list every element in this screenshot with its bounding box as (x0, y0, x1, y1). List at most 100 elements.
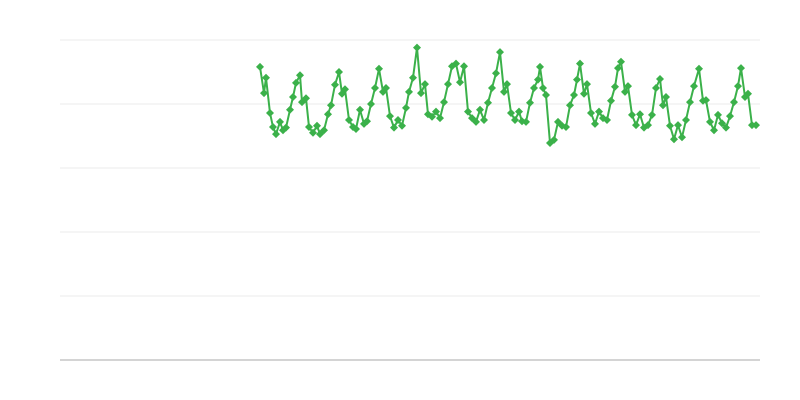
data-point (289, 92, 297, 101)
data-point (496, 48, 504, 57)
data-point (678, 133, 686, 142)
data-point (550, 135, 558, 144)
data-point (327, 101, 335, 110)
data-point (272, 130, 280, 139)
data-point (562, 123, 570, 132)
data-point (591, 119, 599, 128)
data-point (436, 114, 444, 123)
data-point (386, 112, 394, 121)
data-point (737, 64, 745, 73)
data-point (542, 91, 550, 100)
data-point (440, 98, 448, 107)
data-point (363, 117, 371, 126)
data-point (534, 75, 542, 84)
data-point (331, 80, 339, 89)
data-point (570, 91, 578, 100)
data-point (682, 116, 690, 124)
data-point (448, 62, 456, 71)
data-point (394, 116, 402, 124)
data-point (576, 59, 584, 68)
data-point (390, 123, 398, 132)
data-point (282, 123, 290, 132)
data-point (530, 84, 538, 92)
data-point (624, 82, 632, 91)
data-point (632, 121, 640, 130)
data-point (611, 82, 619, 91)
data-point (296, 71, 304, 80)
data-point (480, 116, 488, 124)
data-point (714, 110, 722, 119)
data-point (690, 82, 698, 91)
data-point (583, 80, 591, 89)
data-point (686, 98, 694, 107)
data-point (276, 117, 284, 126)
data-point (706, 117, 714, 126)
data-point (262, 73, 270, 82)
data-point (371, 84, 379, 92)
data-point (644, 121, 652, 130)
data-point (286, 105, 294, 114)
data-point (324, 110, 332, 119)
data-point (507, 108, 515, 117)
data-point (603, 116, 611, 124)
data-point (444, 80, 452, 89)
data-point (652, 84, 660, 92)
data-point (313, 121, 321, 130)
data-point (456, 78, 464, 87)
data-point (539, 84, 547, 92)
data-point (302, 94, 310, 103)
data-point (648, 110, 656, 119)
data-point (617, 57, 625, 66)
data-point (356, 105, 364, 114)
data-point (718, 119, 726, 128)
data-point (522, 117, 530, 126)
data-point (341, 85, 349, 94)
data-point (413, 43, 421, 52)
data-point (428, 112, 436, 121)
data-point (744, 89, 752, 98)
data-point (335, 68, 343, 76)
data-point (636, 110, 644, 119)
data-point (500, 87, 508, 96)
data-point (695, 64, 703, 73)
data-point (492, 69, 500, 78)
data-point (722, 123, 730, 132)
data-point (526, 98, 534, 107)
data-point (614, 64, 622, 73)
data-point (488, 84, 496, 92)
data-point (515, 107, 523, 116)
data-point (402, 103, 410, 112)
data-point (726, 112, 734, 121)
data-point (398, 121, 406, 130)
data-point (674, 121, 682, 130)
data-point (432, 107, 440, 116)
data-point (702, 96, 710, 105)
data-point (670, 135, 678, 144)
data-point (309, 128, 317, 137)
data-point (628, 110, 636, 119)
data-point (595, 107, 603, 116)
data-point (269, 123, 277, 132)
data-point (752, 121, 760, 130)
data-point (580, 89, 588, 98)
data-point (656, 75, 664, 84)
data-point (452, 59, 460, 68)
data-point (260, 89, 268, 98)
data-point (464, 107, 472, 116)
data-point (460, 62, 468, 71)
data-point (472, 117, 480, 126)
data-point (367, 100, 375, 108)
data-point (421, 80, 429, 89)
data-point (503, 80, 511, 89)
data-point (566, 101, 574, 110)
data-point (417, 89, 425, 98)
data-point (375, 64, 383, 73)
data-point (382, 84, 390, 92)
data-point (405, 87, 413, 96)
data-point (662, 92, 670, 101)
data-point (256, 62, 264, 71)
data-point (320, 126, 328, 135)
data-point (710, 126, 718, 135)
